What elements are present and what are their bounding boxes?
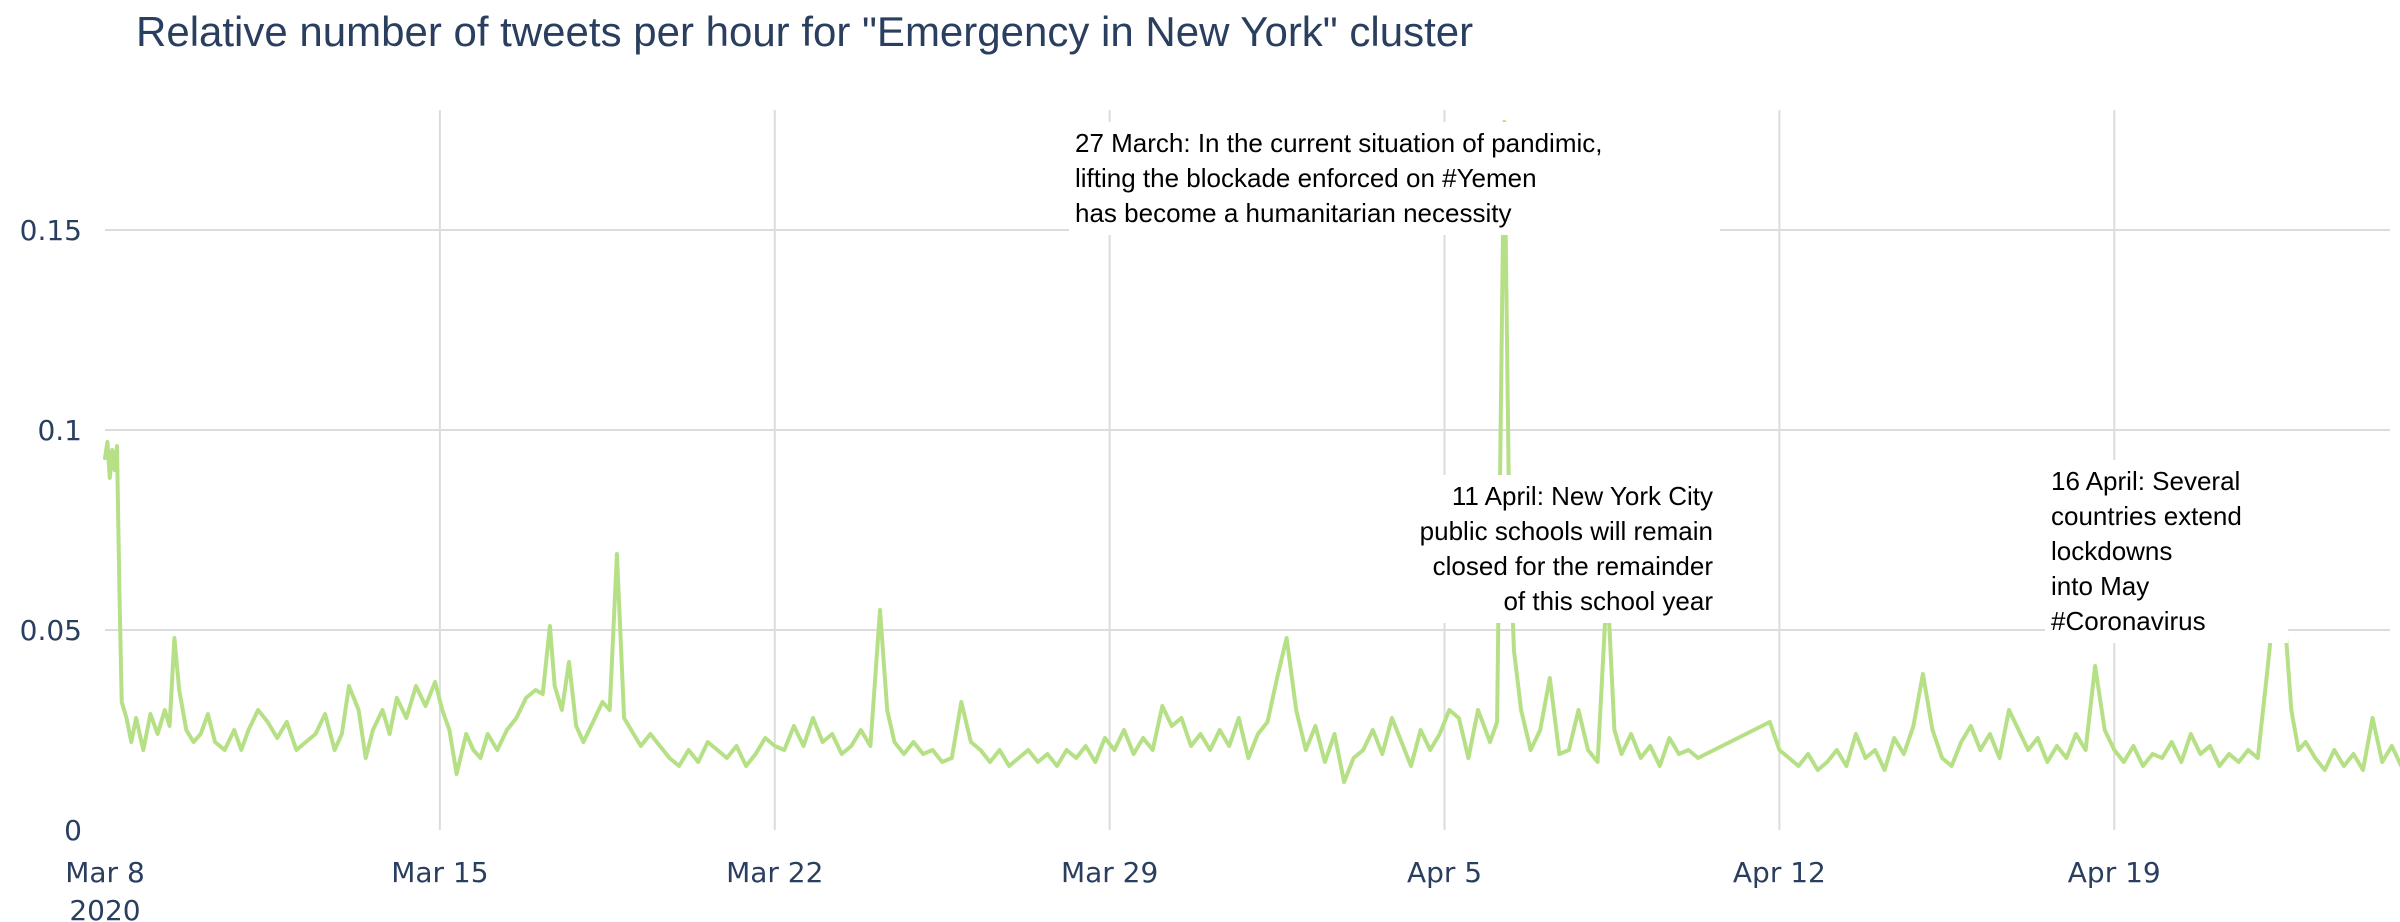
series-line bbox=[103, 120, 2400, 784]
x-tick-label: Apr 12 bbox=[1733, 856, 1826, 889]
x-tick-label: Apr 5 bbox=[1407, 856, 1482, 889]
annotation-line: has become a humanitarian necessity bbox=[1075, 198, 1511, 228]
series-layer bbox=[103, 120, 2400, 784]
y-tick-label: 0.15 bbox=[20, 214, 82, 247]
x-tick-label: Mar 8 bbox=[65, 856, 145, 889]
x-axis: Mar 8 2020 Mar 15 Mar 22 Mar 29 Apr 5 Apr 12 Ap… bbox=[65, 856, 2161, 922]
y-tick-label: 0.05 bbox=[20, 614, 82, 647]
annotation-line: public schools will remain bbox=[1420, 516, 1713, 546]
annotation-line: lockdowns bbox=[2051, 536, 2172, 566]
annotation-backdrop bbox=[1069, 122, 1721, 235]
annotation-backdrop bbox=[2045, 460, 2289, 643]
y-tick-label: 0.1 bbox=[37, 414, 82, 447]
y-axis: 0 0.05 0.1 0.15 bbox=[20, 214, 82, 847]
x-tick-label: Mar 15 bbox=[391, 856, 488, 889]
annotations: 27 March: In the current situation of pa… bbox=[1069, 122, 2289, 643]
annotation-line: #Coronavirus bbox=[2051, 606, 2206, 636]
annotation: 16 April: Several countries extend lockdow… bbox=[2045, 460, 2289, 643]
x-tick-label: Apr 19 bbox=[2068, 856, 2161, 889]
x-tick-label: Mar 22 bbox=[726, 856, 823, 889]
annotation-backdrop bbox=[1353, 475, 1719, 623]
y-tick-label: 0 bbox=[64, 814, 82, 847]
annotation-line: 16 April: Several bbox=[2051, 466, 2240, 496]
annotation-line: 27 March: In the current situation of pa… bbox=[1075, 128, 1603, 158]
chart-title: Relative number of tweets per hour for "… bbox=[136, 8, 1474, 55]
annotation: 11 April: New York City public schools w… bbox=[1353, 475, 1719, 623]
annotation-line: of this school year bbox=[1503, 586, 1713, 616]
x-tick-sublabel: 2020 bbox=[69, 894, 140, 922]
x-tick-label: Mar 29 bbox=[1061, 856, 1158, 889]
annotation-line: into May bbox=[2051, 571, 2149, 601]
annotation-line: 11 April: New York City bbox=[1452, 481, 1713, 511]
annotation-line: lifting the blockade enforced on #Yemen bbox=[1075, 163, 1537, 193]
annotation: 27 March: In the current situation of pa… bbox=[1069, 122, 1721, 235]
annotation-line: countries extend bbox=[2051, 501, 2242, 531]
annotation-line: closed for the remainder bbox=[1433, 551, 1714, 581]
